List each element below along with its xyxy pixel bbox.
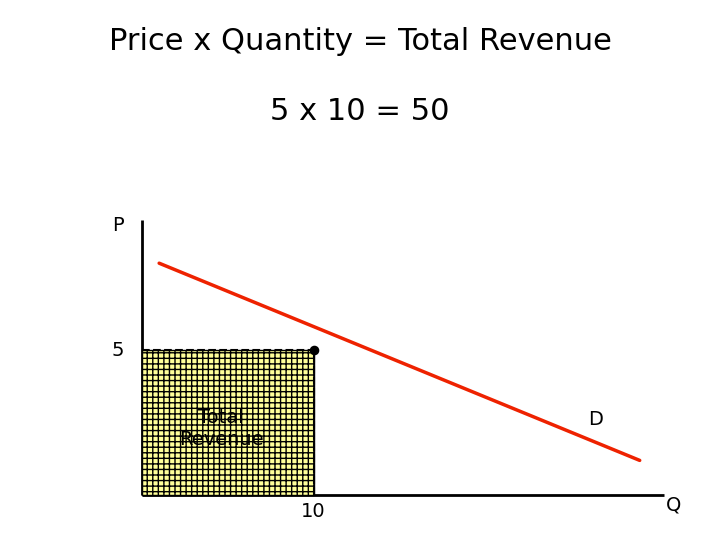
Point xyxy=(308,346,320,355)
Text: Price x Quantity = Total Revenue: Price x Quantity = Total Revenue xyxy=(109,27,611,56)
Bar xyxy=(142,350,314,495)
Text: D: D xyxy=(588,410,603,429)
Text: Total
Revenue: Total Revenue xyxy=(179,408,264,449)
Text: Q: Q xyxy=(666,496,682,515)
Text: 5 x 10 = 50: 5 x 10 = 50 xyxy=(270,97,450,126)
Text: 5: 5 xyxy=(112,341,125,360)
Text: P: P xyxy=(112,216,124,235)
Text: 10: 10 xyxy=(301,502,326,521)
